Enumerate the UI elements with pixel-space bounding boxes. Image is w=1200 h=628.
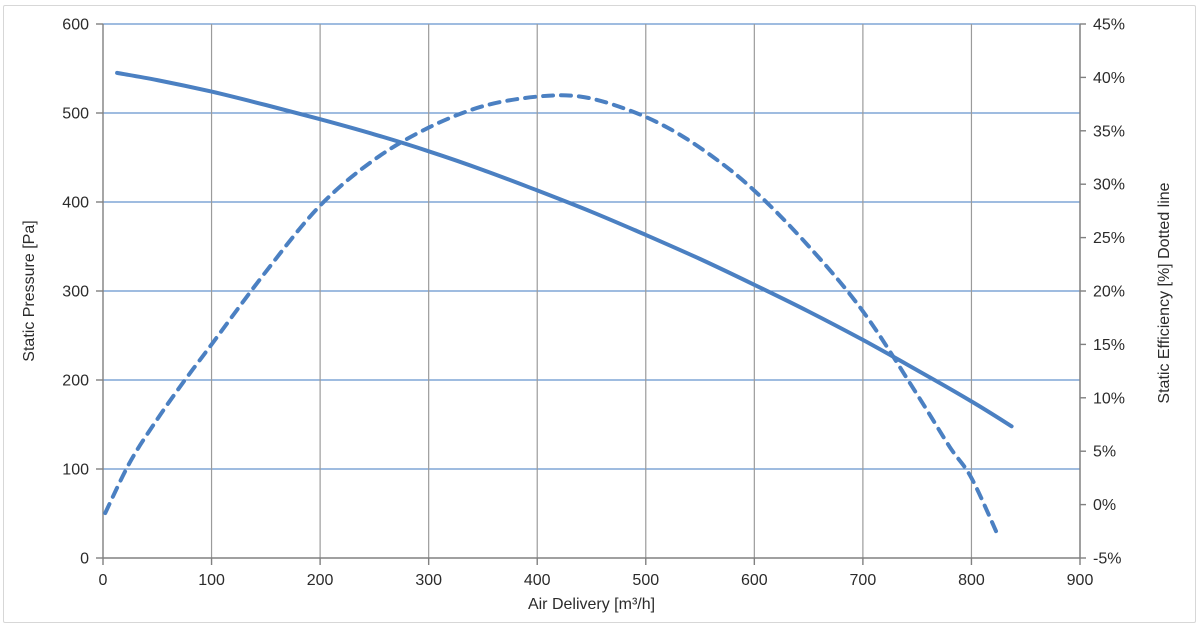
y-left-tick-label: 0	[80, 551, 89, 568]
pressure-curve	[115, 70, 1014, 429]
y-right-tick-label: 20%	[1093, 284, 1125, 301]
x-tick-label: 500	[632, 572, 659, 589]
x-tick-label: 600	[741, 572, 768, 589]
y-right-tick-label: 10%	[1093, 390, 1125, 407]
y-right-tick-label: 15%	[1093, 337, 1125, 354]
x-axis-title: Air Delivery [m³/h]	[527, 596, 656, 613]
y-left-tick-label: 300	[62, 284, 89, 301]
right-axis-title: Static Efficiency [%] Dotted line	[1156, 182, 1173, 404]
y-left-tick-label: 200	[62, 373, 89, 390]
x-tick-label: 100	[198, 572, 225, 589]
y-left-tick-label: 500	[62, 106, 89, 123]
y-right-tick-label: 25%	[1093, 230, 1125, 247]
x-tick-label: 300	[415, 572, 442, 589]
x-tick-label: 800	[958, 572, 985, 589]
y-right-tick-label: -5%	[1093, 551, 1121, 568]
y-right-tick-label: 5%	[1093, 444, 1116, 461]
x-tick-label: 700	[850, 572, 877, 589]
y-left-tick-label: 600	[62, 17, 89, 34]
x-tick-label: 200	[307, 572, 334, 589]
y-right-tick-label: 0%	[1093, 497, 1116, 514]
y-right-tick-label: 35%	[1093, 123, 1125, 140]
y-right-tick-label: 45%	[1093, 17, 1125, 34]
left-axis-title: Static Pressure [Pa]	[21, 220, 38, 362]
y-left-tick-label: 100	[62, 462, 89, 479]
x-tick-label: 0	[99, 572, 108, 589]
y-left-tick-label: 400	[62, 195, 89, 212]
x-tick-label: 400	[524, 572, 551, 589]
y-right-tick-label: 30%	[1093, 177, 1125, 194]
efficiency-curve	[103, 93, 1000, 537]
x-tick-label: 900	[1067, 572, 1094, 589]
y-right-tick-label: 40%	[1093, 70, 1125, 87]
